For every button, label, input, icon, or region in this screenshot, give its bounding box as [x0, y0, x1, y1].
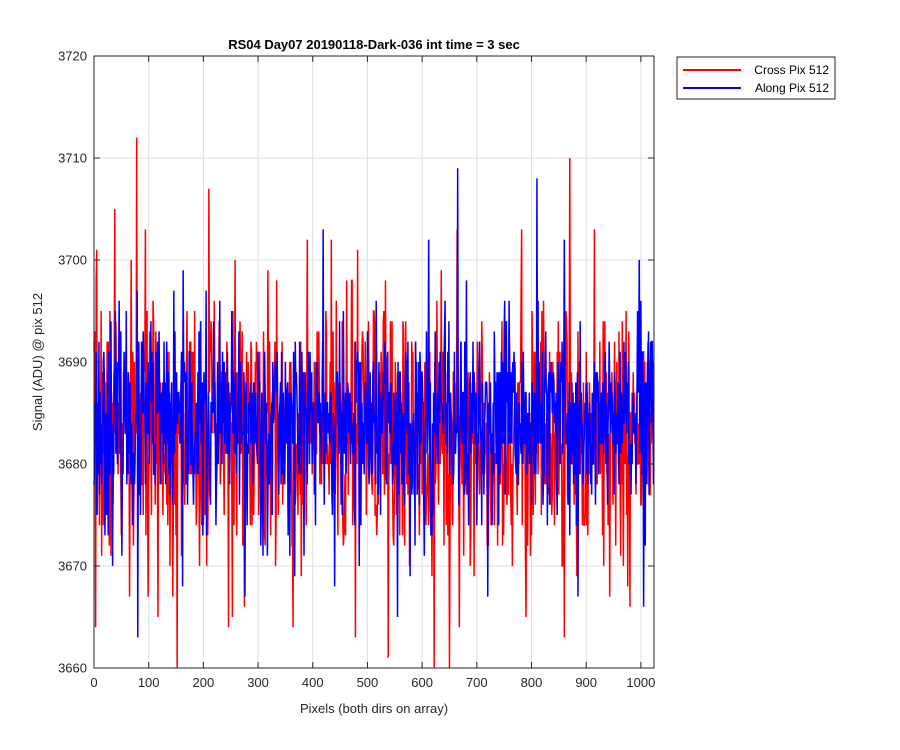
- x-tick-label: 700: [466, 675, 488, 690]
- y-tick-label: 3710: [58, 151, 87, 166]
- x-tick-label: 200: [193, 675, 215, 690]
- tick-labels: 0 100 200 300 400 500 600 700 800 900 1000 3660 3670…: [58, 49, 655, 691]
- y-tick-label: 3690: [58, 355, 87, 370]
- x-tick-label: 600: [411, 675, 433, 690]
- y-tick-label: 3660: [58, 661, 87, 676]
- legend: Cross Pix 512 Along Pix 512: [676, 56, 836, 100]
- legend-label-cross-pix: Cross Pix 512: [754, 63, 829, 77]
- plot-frame: [93, 55, 655, 669]
- legend-label-along-pix: Along Pix 512: [755, 81, 829, 95]
- x-tick-label: 1000: [626, 675, 655, 690]
- x-tick-label: 100: [138, 675, 160, 690]
- legend-box: [676, 56, 836, 100]
- x-tick-label: 400: [302, 675, 324, 690]
- x-axis-label: Pixels (both dirs on array): [300, 701, 448, 716]
- x-tick-label: 0: [90, 675, 97, 690]
- series-line-along-pix-512: [93, 168, 655, 638]
- y-axis-label: Signal (ADU) @ pix 512: [30, 293, 45, 431]
- x-tick-label: 900: [575, 675, 597, 690]
- y-tick-label: 3700: [58, 253, 87, 268]
- x-tick-label: 300: [247, 675, 269, 690]
- y-tick-label: 3670: [58, 559, 87, 574]
- series-layer: [93, 137, 655, 669]
- x-tick-label: 500: [357, 675, 379, 690]
- x-tick-label: 800: [521, 675, 543, 690]
- y-tick-label: 3680: [58, 457, 87, 472]
- y-tick-label: 3720: [58, 49, 87, 64]
- chart-title: RS04 Day07 20190118-Dark-036 int time = …: [228, 37, 520, 52]
